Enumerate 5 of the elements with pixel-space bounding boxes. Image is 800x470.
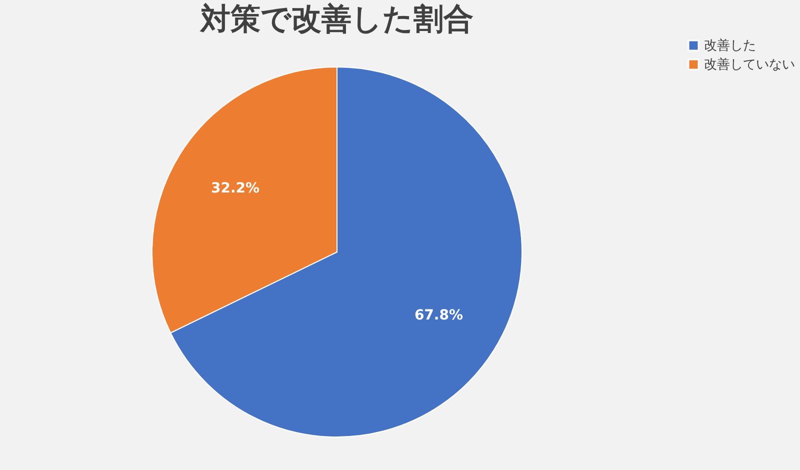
data-label: 32.2% bbox=[210, 180, 260, 196]
legend-label: 改善していない bbox=[704, 56, 795, 72]
legend-label: 改善した bbox=[704, 38, 756, 54]
data-label: 67.8% bbox=[414, 308, 464, 324]
chart-title: 対策で改善した割合 bbox=[200, 2, 474, 37]
